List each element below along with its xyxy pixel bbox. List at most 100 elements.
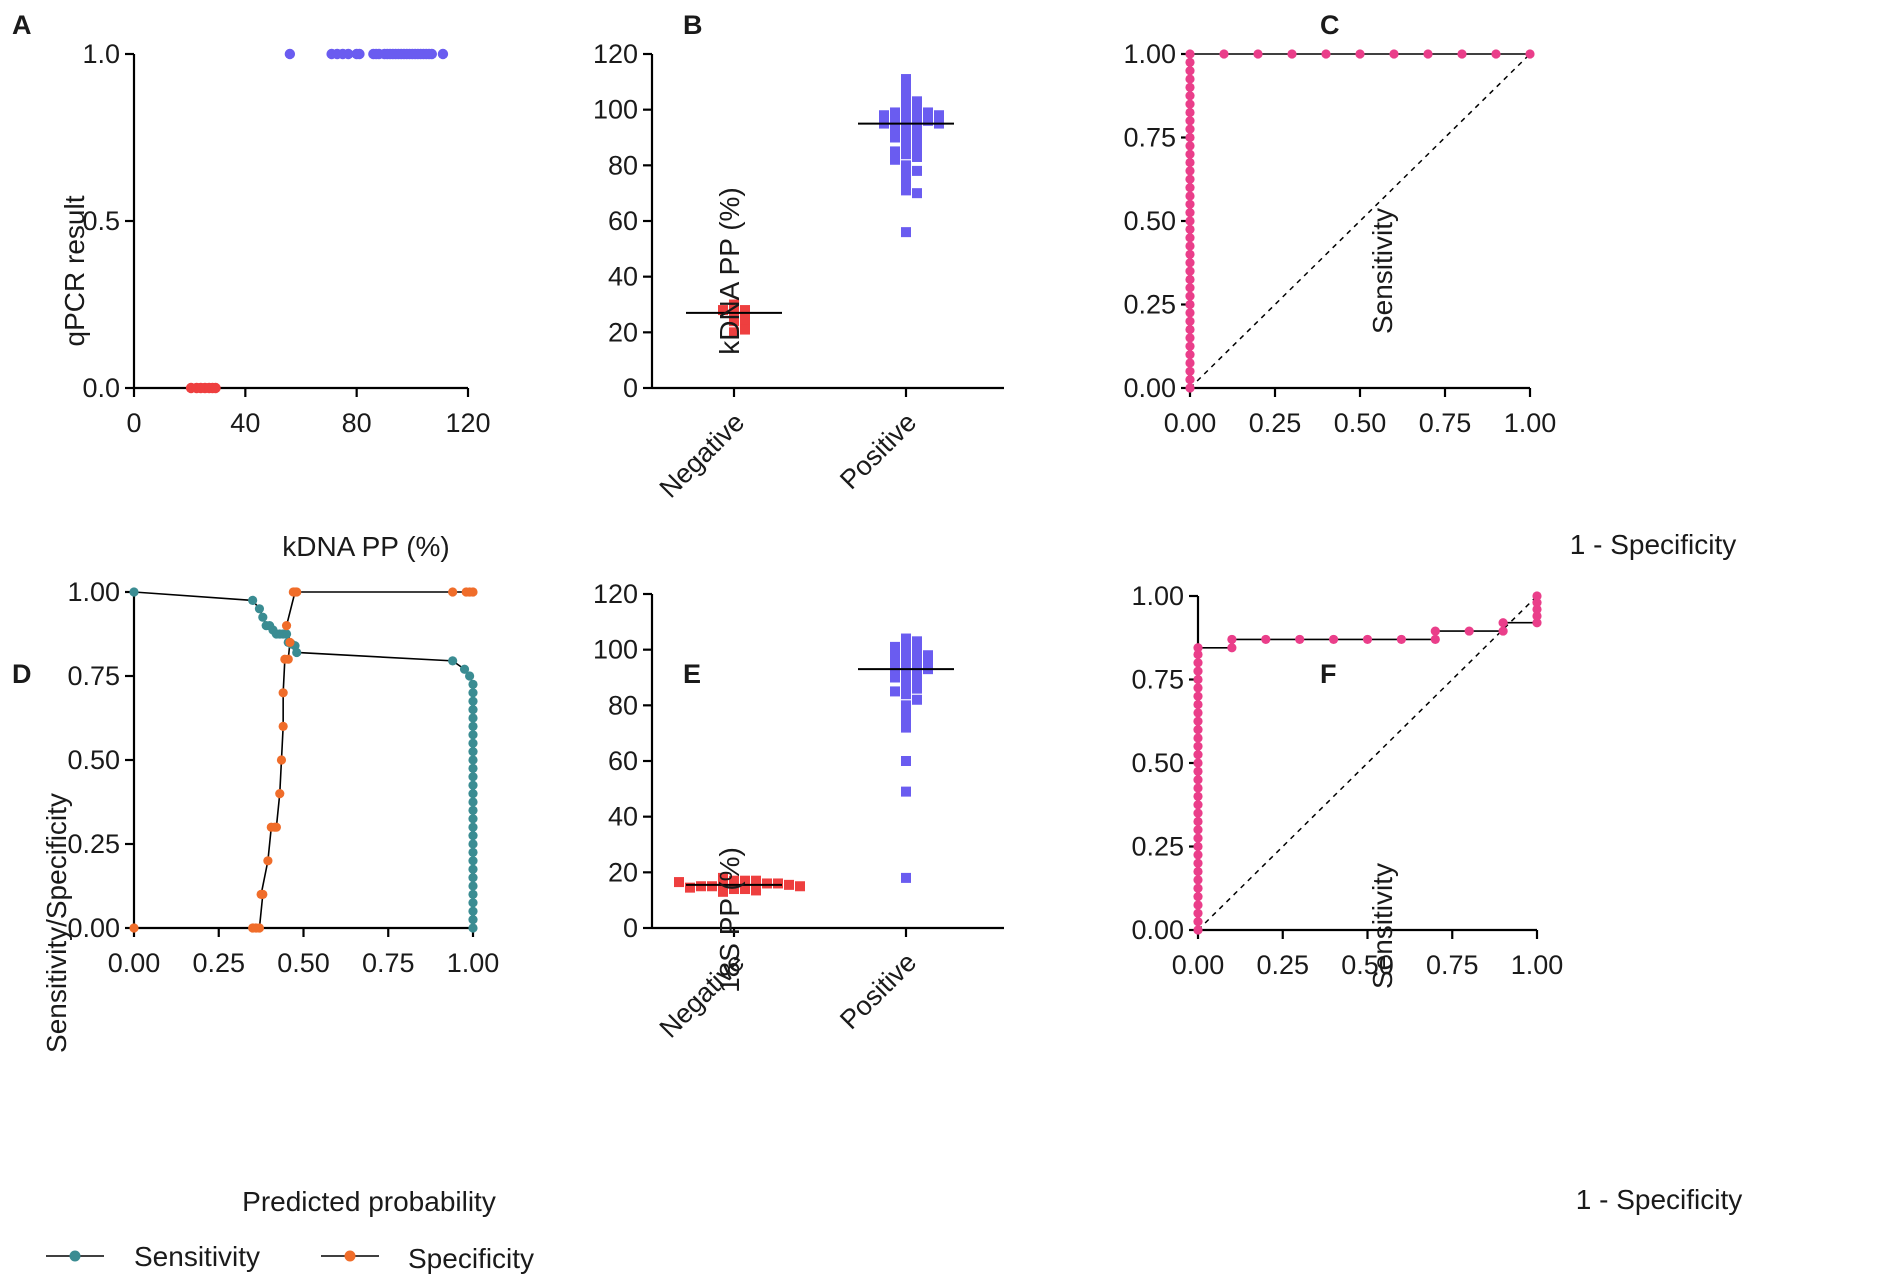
data-point-positive — [901, 666, 911, 677]
data-point-negative — [707, 881, 717, 892]
data-point-positive — [912, 104, 922, 115]
roc-point — [1423, 49, 1433, 59]
roc-point — [1185, 191, 1195, 201]
sensitivity-point — [468, 738, 478, 748]
sensitivity-point — [468, 763, 478, 774]
sensitivity-point — [468, 705, 478, 715]
roc-point — [1185, 233, 1195, 243]
x-tick-label: 0.00 — [1164, 408, 1217, 438]
roc-point — [1185, 266, 1195, 276]
roc-point — [1193, 841, 1203, 852]
data-point-negative — [729, 316, 739, 327]
sensitivity-point — [448, 656, 458, 666]
data-point-negative — [740, 316, 750, 327]
x-tick-label: 0.00 — [108, 948, 161, 978]
x-tick-label: 0 — [126, 408, 141, 438]
legend-marker-specificity — [344, 1250, 356, 1262]
data-point-positive — [912, 636, 922, 647]
x-tick-label: 0.50 — [277, 948, 330, 978]
data-point-negative — [718, 878, 728, 889]
y-tick-label: 0.00 — [1131, 915, 1184, 945]
roc-point — [1193, 758, 1203, 768]
sensitivity-point — [468, 730, 478, 740]
panel-letter-e: E — [683, 659, 701, 689]
roc-point — [1193, 733, 1203, 743]
roc-point — [1185, 383, 1195, 393]
y-tick-label: 0.25 — [1123, 290, 1176, 320]
x-tick-label: 80 — [342, 408, 372, 438]
data-point-negative — [729, 299, 739, 310]
data-point-positive — [923, 115, 933, 126]
data-point-negative — [751, 885, 761, 896]
data-point-positive — [901, 722, 911, 733]
y-axis-title-f: Sensitivity — [1367, 863, 1398, 989]
data-point-negative — [729, 877, 739, 888]
roc-point — [1193, 800, 1203, 810]
data-point-positive — [890, 655, 900, 666]
data-point-positive — [901, 140, 911, 151]
roc-point — [1430, 626, 1440, 636]
data-point-positive — [901, 633, 911, 644]
sensitivity-point — [468, 839, 478, 849]
y-tick-label: 0.0 — [82, 373, 120, 403]
roc-point — [1295, 634, 1305, 645]
roc-point — [1193, 775, 1203, 785]
sensitivity-point — [468, 856, 478, 866]
data-point-positive — [901, 756, 911, 766]
roc-point — [1185, 358, 1195, 368]
sensitivity-point — [468, 721, 478, 732]
roc-point — [1185, 91, 1195, 101]
data-point-positive — [901, 680, 911, 691]
sensitivity-point — [465, 671, 475, 681]
roc-point — [1193, 875, 1203, 885]
roc-point — [1185, 241, 1195, 251]
y-tick-label: 0.50 — [67, 745, 120, 775]
sensitivity-point — [468, 713, 478, 723]
y-tick-label: 0.25 — [1131, 832, 1184, 862]
roc-point — [1185, 166, 1195, 176]
y-tick-label: 0.75 — [1131, 665, 1184, 695]
sensitivity-point — [468, 696, 478, 706]
sensitivity-point — [468, 847, 478, 858]
data-point-negative — [751, 875, 761, 886]
y-tick-label: 1.0 — [82, 39, 120, 69]
roc-point — [1430, 634, 1440, 645]
sensitivity-point — [459, 664, 470, 674]
x-tick-label: 0.25 — [192, 948, 245, 978]
specificity-point — [271, 822, 281, 832]
y-tick-label: 60 — [608, 746, 638, 776]
roc-point — [1389, 49, 1399, 59]
sensitivity-point — [468, 814, 478, 824]
roc-point — [1193, 900, 1203, 910]
panel-letter-f: F — [1320, 659, 1337, 689]
roc-point — [1185, 57, 1195, 67]
roc-point — [1396, 634, 1406, 645]
panel-d: D 0.00 0.25 0.50 0.75 1.00 0.00 0.25 0.50 0.75 1.… — [12, 577, 534, 1274]
roc-point — [1185, 199, 1195, 209]
data-point-negative — [740, 884, 750, 895]
roc-point — [1227, 643, 1237, 653]
data-point-positive — [284, 48, 296, 60]
roc-point — [1193, 892, 1203, 902]
data-point-positive — [354, 48, 365, 60]
y-tick-label: 0.00 — [67, 913, 120, 943]
data-point-positive — [901, 700, 911, 711]
specificity-point — [278, 688, 288, 698]
roc-point — [1185, 124, 1195, 134]
roc-point — [1193, 808, 1203, 818]
specificity-point — [292, 587, 302, 597]
roc-point — [1362, 634, 1373, 645]
specificity-point — [468, 587, 478, 597]
x-tick-label: 0.25 — [1256, 950, 1309, 980]
roc-point — [1193, 674, 1203, 685]
data-point-negative — [210, 382, 221, 394]
roc-point — [1498, 626, 1508, 636]
roc-point — [1185, 316, 1195, 326]
roc-point — [1525, 49, 1535, 59]
y-tick-label: 120 — [593, 579, 638, 609]
roc-point — [1193, 850, 1203, 860]
specificity-point — [283, 654, 293, 664]
sensitivity-point — [468, 805, 478, 816]
y-tick-label: 40 — [608, 262, 638, 292]
